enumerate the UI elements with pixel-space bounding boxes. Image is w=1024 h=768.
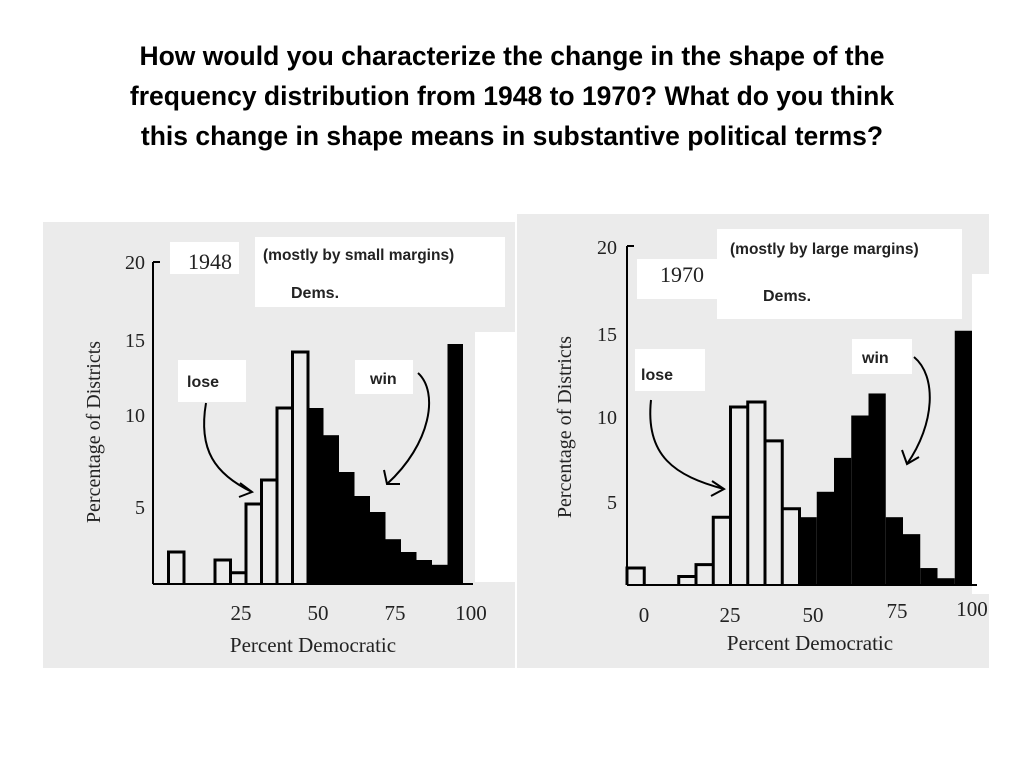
lose-label: lose <box>641 367 673 384</box>
lose-arrowhead <box>710 480 726 497</box>
histogram-bar-35 <box>748 402 765 585</box>
histogram-bar-50 <box>799 517 817 585</box>
x-tick-label-75: 75 <box>887 599 908 623</box>
histogram-bar-55 <box>816 491 834 585</box>
y-tick-label-10: 10 <box>125 405 145 427</box>
histogram-bar-30 <box>731 407 748 585</box>
histogram-bar-50 <box>308 408 324 584</box>
label-bg-win <box>852 339 912 374</box>
histogram-bar-0 <box>627 568 644 585</box>
histogram-panel-1948: 20 15 10 5 25 50 75 100 Percent Democrat… <box>43 222 515 668</box>
histogram-bar-45 <box>782 509 799 585</box>
label-bg-lose <box>635 349 705 391</box>
histogram-bar-70 <box>868 393 886 585</box>
y-tick-label-15: 15 <box>597 324 617 346</box>
lose-arrow <box>649 399 725 490</box>
x-tick-label-100: 100 <box>956 597 988 621</box>
win-arrowhead <box>383 469 400 485</box>
y-tick-label-20: 20 <box>125 252 145 274</box>
x-tick-label-100: 100 <box>455 601 487 625</box>
histogram-bar-40 <box>765 441 782 585</box>
dems-label: Dems. <box>291 285 339 302</box>
win-arrow <box>386 372 431 485</box>
x-tick-label-25: 25 <box>720 603 741 627</box>
y-tick-label-5: 5 <box>607 492 617 514</box>
histogram-bar-60 <box>834 457 852 585</box>
label-bg-right <box>475 332 515 582</box>
histogram-bar-40 <box>277 408 293 584</box>
histogram-bar-20 <box>215 560 231 584</box>
win-label: win <box>861 350 889 367</box>
y-axis-title: Percentage of Districts <box>554 336 576 518</box>
histogram-bars <box>627 330 972 585</box>
label-bg-lose <box>178 360 246 402</box>
win-label: win <box>369 371 397 388</box>
histogram-panel-1970: 20 15 10 5 0 25 50 75 100 Percent Democr… <box>517 214 989 668</box>
histogram-bar-65 <box>851 415 869 585</box>
histogram-bar-30 <box>246 504 262 584</box>
dems-label: Dems. <box>763 288 811 305</box>
label-bg-dems <box>717 229 962 319</box>
histogram-bars <box>169 344 463 584</box>
histogram-bar-80 <box>903 534 921 585</box>
win-arrow <box>906 356 931 465</box>
y-tick-label-10: 10 <box>597 407 617 429</box>
x-tick-label-50: 50 <box>803 603 824 627</box>
histogram-bar-95 <box>954 330 972 585</box>
question-line-1: How would you characterize the change in… <box>139 41 885 71</box>
histogram-bar-45 <box>293 352 309 584</box>
histogram-bar-20 <box>696 565 713 585</box>
histogram-bar-95 <box>447 344 463 584</box>
label-bg-year <box>170 242 239 274</box>
lose-label: lose <box>187 374 219 391</box>
label-bg-dems <box>255 237 505 307</box>
open-bars-outline <box>167 350 310 584</box>
label-bg-year <box>637 259 717 299</box>
y-tick-label-15: 15 <box>125 330 145 352</box>
histogram-bar-60 <box>339 472 355 584</box>
histogram-bar-90 <box>937 578 955 585</box>
lose-arrow <box>203 402 253 493</box>
label-bg-right <box>972 274 989 594</box>
x-axis-title: Percent Democratic <box>727 631 893 655</box>
label-bg-win <box>355 360 413 394</box>
histogram-bar-90 <box>432 564 448 584</box>
histogram-bar-85 <box>416 560 432 584</box>
histogram-svg-1970: 20 15 10 5 0 25 50 75 100 Percent Democr… <box>554 229 989 655</box>
x-tick-label-50: 50 <box>308 601 329 625</box>
question-title: How would you characterize the change in… <box>40 36 984 156</box>
x-tick-label-0: 0 <box>639 603 650 627</box>
x-tick-label-75: 75 <box>385 601 406 625</box>
histogram-bar-80 <box>401 552 417 584</box>
margins-annotation: (mostly by large margins) <box>730 241 919 258</box>
histogram-bar-70 <box>370 512 386 584</box>
histogram-bar-25 <box>713 517 730 585</box>
y-tick-label-20: 20 <box>597 237 617 259</box>
lose-arrowhead <box>238 482 255 498</box>
year-label: 1948 <box>188 249 232 274</box>
histogram-bar-85 <box>920 568 938 585</box>
histogram-bar-5 <box>169 552 185 584</box>
open-bars-outline <box>625 400 801 585</box>
y-axis-title: Percentage of Districts <box>83 341 105 523</box>
x-tick-label-25: 25 <box>231 601 252 625</box>
histogram-bar-65 <box>354 496 370 584</box>
question-line-3: this change in shape means in substantiv… <box>140 121 884 151</box>
histogram-bar-55 <box>323 435 339 584</box>
histogram-bar-25 <box>231 573 247 584</box>
win-arrowhead <box>901 449 920 466</box>
y-tick-label-5: 5 <box>135 497 145 519</box>
histogram-bar-75 <box>385 539 401 584</box>
histogram-bar-35 <box>262 480 278 584</box>
year-label: 1970 <box>660 262 704 287</box>
margins-annotation: (mostly by small margins) <box>263 247 454 264</box>
question-line-2: frequency distribution from 1948 to 1970… <box>129 81 895 111</box>
histogram-bar-75 <box>885 517 903 585</box>
histogram-svg-1948: 20 15 10 5 25 50 75 100 Percent Democrat… <box>83 237 515 657</box>
x-axis-title: Percent Democratic <box>230 633 396 657</box>
